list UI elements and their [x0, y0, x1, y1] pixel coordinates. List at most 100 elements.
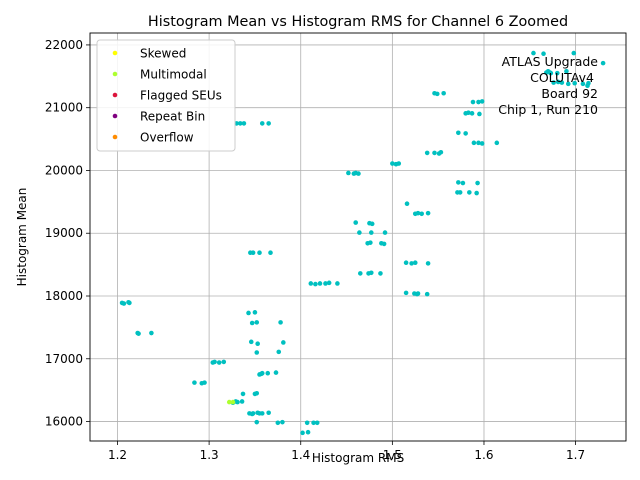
data-point	[381, 241, 387, 247]
data-point	[425, 261, 431, 266]
data-point	[308, 281, 314, 286]
y-tick-label: 16000	[45, 415, 83, 429]
data-point	[254, 419, 260, 425]
legend-label: Repeat Bin	[140, 110, 205, 124]
data-point	[276, 349, 282, 355]
data-point	[357, 230, 362, 235]
data-point	[403, 260, 409, 266]
data-point	[555, 79, 561, 85]
data-point	[479, 141, 485, 146]
data-point	[456, 130, 461, 136]
legend-marker	[112, 71, 118, 77]
data-point	[353, 220, 359, 225]
x-axis-label: Histogram RMS	[312, 451, 404, 465]
data-point	[476, 140, 481, 146]
data-point	[466, 110, 471, 116]
data-point	[477, 111, 482, 117]
y-tick-label: 21000	[45, 101, 83, 115]
data-point	[463, 131, 468, 136]
data-point	[221, 359, 227, 365]
data-point	[551, 80, 556, 85]
data-point	[254, 350, 260, 355]
data-point	[368, 270, 374, 276]
data-point	[346, 170, 351, 176]
data-point	[235, 399, 240, 405]
legend-marker	[112, 50, 118, 56]
data-point	[368, 230, 374, 235]
data-point	[474, 190, 479, 196]
data-point	[572, 80, 577, 86]
data-point	[554, 70, 560, 76]
data-point	[432, 150, 437, 156]
data-point	[424, 291, 430, 297]
data-point	[275, 420, 281, 426]
data-point	[531, 50, 536, 56]
data-point	[580, 81, 586, 87]
legend-label: Skewed	[140, 47, 186, 61]
data-point	[278, 320, 283, 325]
data-point	[266, 121, 271, 126]
data-point	[259, 370, 265, 376]
x-tick-label: 1.2	[108, 448, 127, 462]
data-point	[457, 190, 463, 195]
legend-label: Flagged SEUs	[140, 89, 222, 103]
data-point	[212, 359, 217, 365]
data-point	[470, 99, 476, 105]
y-tick-label: 20000	[45, 163, 83, 177]
data-point	[586, 80, 591, 86]
data-point	[369, 221, 375, 227]
data-point	[543, 70, 549, 75]
data-point	[415, 291, 421, 296]
data-point	[471, 140, 477, 146]
data-point	[254, 320, 260, 325]
data-point	[216, 360, 222, 365]
data-point	[368, 240, 373, 245]
data-point	[281, 340, 286, 345]
data-point	[259, 121, 265, 126]
data-point	[202, 380, 207, 385]
x-tick-label: 1.3	[200, 448, 219, 462]
data-point	[252, 310, 258, 315]
data-point	[305, 429, 311, 435]
data-point	[239, 399, 245, 404]
data-point	[403, 290, 409, 296]
data-point	[456, 180, 461, 185]
annotation-line-1: ATLAS Upgrade	[502, 54, 599, 69]
data-point	[127, 300, 132, 306]
data-point	[424, 150, 430, 156]
x-tick-label: 1.6	[474, 448, 493, 462]
data-point	[434, 91, 440, 97]
data-point	[541, 51, 546, 57]
y-axis: 16000 17000 18000 19000 20000 21000 22000	[45, 38, 90, 429]
legend-label: Multimodal	[140, 68, 207, 82]
data-point	[335, 281, 340, 286]
data-point	[259, 411, 265, 416]
data-point	[241, 121, 247, 126]
data-point	[475, 180, 480, 186]
data-point	[280, 419, 285, 425]
legend: Skewed Multimodal Flagged SEUs Repeat Bin Ov…	[96, 39, 236, 152]
annotation-line-2: COLUTAv4	[530, 70, 594, 85]
data-point	[246, 310, 251, 316]
data-point	[441, 90, 446, 96]
data-point	[248, 339, 254, 345]
chart-title: Histogram Mean vs Histogram RMS for Chan…	[148, 14, 568, 30]
data-point	[415, 210, 421, 216]
data-point-multimodal	[226, 399, 232, 405]
data-point	[548, 70, 554, 76]
data-point	[240, 391, 246, 397]
data-point	[600, 60, 606, 66]
y-tick-label: 22000	[45, 38, 83, 52]
annotation-box: ATLAS Upgrade COLUTAv4 Board 92 Chip 1, …	[498, 54, 598, 117]
data-point	[559, 80, 565, 85]
data-point-multimodal	[230, 399, 236, 405]
data-point	[419, 211, 424, 217]
x-tick-label: 1.7	[566, 448, 585, 462]
data-point	[265, 370, 271, 376]
data-point	[425, 210, 431, 216]
y-axis-label: Histogram Mean	[15, 188, 29, 287]
x-tick-label: 1.4	[291, 448, 310, 462]
data-point	[257, 250, 262, 255]
data-point	[378, 271, 383, 276]
